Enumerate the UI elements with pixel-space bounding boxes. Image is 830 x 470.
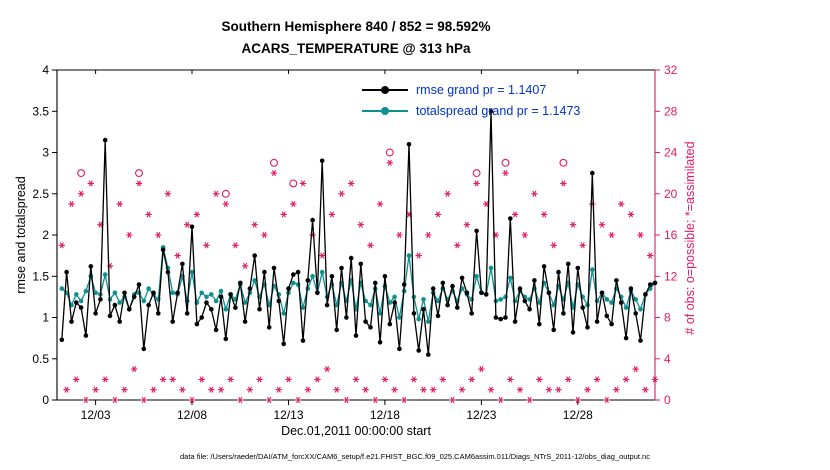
svg-text:24: 24: [664, 146, 678, 160]
right-axis-label: # of obs: o=possible; *=assimilated: [683, 141, 697, 335]
svg-text:12/13: 12/13: [273, 408, 303, 422]
x-axis-label: Dec.01,2011 00:00:00 start: [281, 424, 431, 438]
svg-text:4: 4: [664, 352, 671, 366]
svg-text:20: 20: [664, 187, 678, 201]
totalspread-series: [59, 245, 658, 324]
chart-title-line1: Southern Hemisphere 840 / 852 = 98.592%: [221, 19, 491, 34]
svg-text:12/28: 12/28: [563, 408, 593, 422]
chart-title-line2: ACARS_TEMPERATURE @ 313 hPa: [241, 41, 471, 57]
svg-text:2.5: 2.5: [32, 187, 49, 201]
svg-text:12: 12: [664, 269, 678, 283]
x-ticks: 12/03 12/08 12/13 12/18 12/23 12/28: [81, 70, 593, 422]
svg-text:0: 0: [42, 393, 49, 407]
right-y-ticks: 0 4 8 12 16 20 24 28 32: [655, 63, 678, 407]
data-file-path: data file: /Users/raeder/DAI/ATM_forcXX/…: [180, 452, 650, 461]
legend-label-rmse: rmse grand pr = 1.1407: [416, 82, 547, 97]
svg-text:2: 2: [42, 228, 49, 242]
svg-text:12/03: 12/03: [81, 408, 111, 422]
svg-text:4: 4: [42, 63, 49, 77]
svg-text:0: 0: [664, 393, 671, 407]
svg-text:12/18: 12/18: [370, 408, 400, 422]
svg-text:3: 3: [42, 146, 49, 160]
svg-text:16: 16: [664, 228, 678, 242]
legend-label-totalspread: totalspread grand pr = 1.1473: [416, 103, 581, 118]
svg-text:32: 32: [664, 63, 678, 77]
svg-text:0.5: 0.5: [32, 352, 49, 366]
rmse-series: [59, 109, 658, 357]
legend-item-rmse: rmse grand pr = 1.1407: [362, 79, 580, 100]
left-y-ticks: 0 0.5 1 1.5 2 2.5 3 3.5 4: [32, 63, 57, 407]
chart-title: Southern Hemisphere 840 / 852 = 98.592% …: [57, 16, 655, 61]
svg-text:12/08: 12/08: [177, 408, 207, 422]
svg-text:1: 1: [42, 311, 49, 325]
svg-text:8: 8: [664, 311, 671, 325]
svg-text:1.5: 1.5: [32, 269, 49, 283]
svg-text:28: 28: [664, 104, 678, 118]
legend-item-totalspread: totalspread grand pr = 1.1473: [362, 100, 580, 121]
totalspread-line-sample: [362, 106, 408, 115]
totalspread-marker-dot: [381, 106, 389, 115]
svg-text:3.5: 3.5: [32, 104, 49, 118]
chart-legend: rmse grand pr = 1.1407 totalspread grand…: [362, 79, 580, 121]
rmse-line-sample: [362, 85, 408, 94]
obs-assimilated-markers: [58, 159, 659, 404]
svg-text:12/23: 12/23: [466, 408, 496, 422]
left-axis-label: rmse and totalspread: [14, 176, 28, 294]
rmse-marker-dot: [381, 85, 389, 94]
obs-possible-markers: [77, 148, 568, 198]
